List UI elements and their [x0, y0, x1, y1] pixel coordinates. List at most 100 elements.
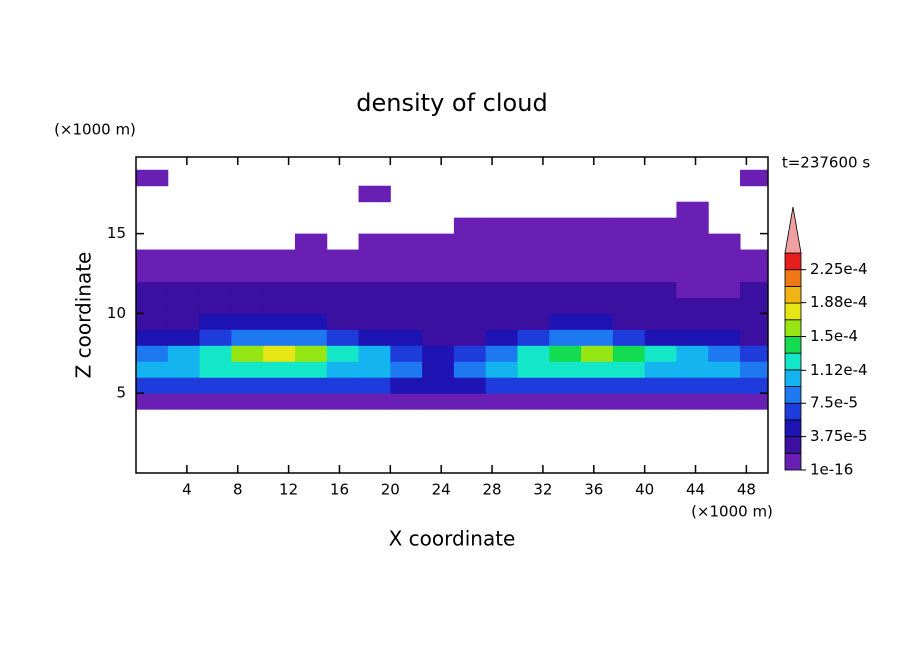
contour-cell [676, 201, 709, 219]
contour-cell [231, 297, 264, 314]
x-unit: (×1000 m) [691, 503, 773, 521]
contour-cell [199, 265, 232, 282]
contour-cell [517, 297, 550, 314]
contour-cell [644, 265, 677, 282]
contour-cell [644, 329, 677, 346]
contour-cell [676, 265, 709, 282]
contour-cell [740, 249, 768, 267]
contour-cell [422, 329, 455, 346]
contour-cell [358, 281, 391, 298]
contour-cell [676, 393, 709, 410]
contour-cell [136, 329, 169, 346]
contour-cell [199, 329, 232, 346]
colorbar-tick-label: 1e-16 [810, 461, 853, 479]
x-tick-label: 28 [483, 481, 502, 499]
y-axis-title: Z coordinate [72, 252, 96, 379]
contour-cell [485, 345, 518, 362]
colorbar-tick-label: 3.75e-5 [810, 427, 868, 445]
colorbar-band [784, 285, 802, 304]
colorbar-band [784, 302, 802, 321]
contour-cell [167, 265, 201, 282]
x-tick-label: 24 [432, 481, 451, 499]
contour-cell [740, 345, 768, 362]
contour-cell [390, 249, 423, 267]
contour-cell [294, 377, 328, 394]
contour-cell [326, 361, 360, 378]
contour-cell [231, 361, 264, 378]
contour-cell [231, 393, 264, 410]
contour-cell [294, 233, 328, 251]
contour-cell [517, 377, 550, 394]
contour-cell [612, 361, 646, 378]
contour-cell [199, 281, 232, 298]
contour-cell [676, 313, 709, 330]
x-tick-label: 32 [533, 481, 552, 499]
contour-cell [581, 345, 614, 362]
x-tick-label: 44 [686, 481, 705, 499]
contour-cell [390, 313, 423, 330]
contour-cell [708, 265, 741, 282]
y-unit: (×1000 m) [54, 121, 136, 139]
contour-cell [390, 377, 423, 394]
contour-cell [485, 233, 518, 251]
contour-cell [612, 329, 646, 346]
contour-cell [581, 361, 614, 378]
contour-cell [708, 313, 741, 330]
contour-cell [358, 265, 391, 282]
contour-cell [390, 345, 423, 362]
contour-cell [390, 393, 423, 410]
contour-cell [453, 233, 487, 251]
colorbar-tick-label: 1.88e-4 [810, 293, 868, 311]
contour-cell [708, 297, 741, 314]
colorbar-band [784, 436, 802, 454]
contour-cell [199, 345, 232, 362]
contour-cell [136, 297, 169, 314]
contour-cell [708, 361, 741, 378]
contour-cell [612, 393, 646, 410]
contour-cell [612, 377, 646, 394]
contour-cell [676, 361, 709, 378]
contour-cell [199, 313, 232, 330]
contour-cell [422, 297, 455, 314]
contour-cell [485, 361, 518, 378]
colorbar-band [784, 352, 802, 371]
contour-cell [740, 281, 768, 298]
contour-cell [231, 345, 264, 362]
contour-cell [358, 393, 391, 410]
contour-cell [390, 361, 423, 378]
contour-cell [676, 297, 709, 314]
contour-cell [612, 281, 646, 298]
contour-cell [390, 281, 423, 298]
contour-cell [708, 377, 741, 394]
contour-cell [231, 329, 264, 346]
contour-cell [294, 281, 328, 298]
contour-cell [644, 345, 677, 362]
contour-cell [422, 233, 455, 251]
contour-cell [708, 393, 741, 410]
contour-cell [422, 249, 455, 267]
contour-cell [422, 345, 455, 362]
contour-cell [231, 249, 264, 267]
contour-cell [263, 345, 296, 362]
contour-cell [294, 361, 328, 378]
colorbar-band [784, 369, 802, 387]
x-tick-label: 16 [330, 481, 349, 499]
contour-cell [644, 233, 677, 251]
contour-cell [326, 249, 360, 267]
contour-cell [644, 361, 677, 378]
contour-cell [740, 169, 768, 187]
contour-cell [263, 281, 296, 298]
contour-cell [517, 393, 550, 410]
contour-cell [294, 265, 328, 282]
contour-cell [581, 329, 614, 346]
contour-cell [422, 265, 455, 282]
contour-cell [422, 281, 455, 298]
contour-cell [453, 281, 487, 298]
contour-cell [199, 361, 232, 378]
contour-cell [390, 233, 423, 251]
contour-cell [581, 313, 614, 330]
time-label: t=237600 s [782, 154, 870, 172]
contour-cell [167, 377, 201, 394]
contour-cell [167, 297, 201, 314]
contour-cell [326, 377, 360, 394]
